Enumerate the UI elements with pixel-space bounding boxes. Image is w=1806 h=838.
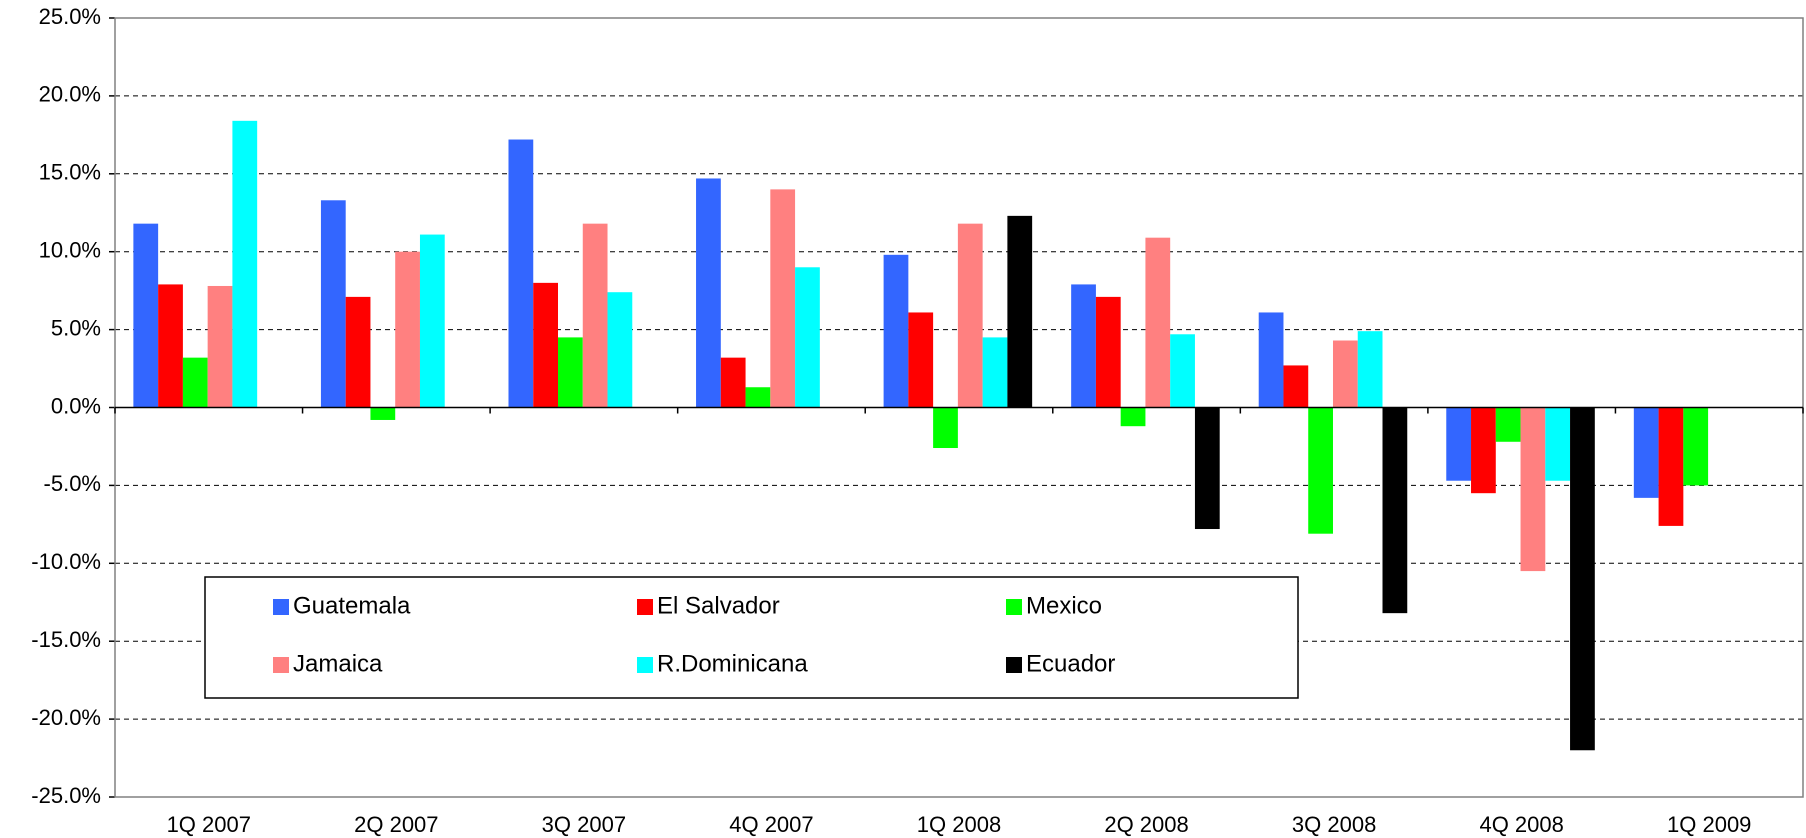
x-tick-label: 2Q 2008 (1104, 812, 1188, 837)
y-tick-label: -5.0% (44, 471, 101, 496)
bar (1170, 334, 1195, 408)
bar (908, 312, 934, 408)
bar (1495, 407, 1521, 442)
bar (720, 357, 746, 408)
bar (1308, 407, 1333, 534)
bar (345, 296, 371, 408)
bar (883, 254, 909, 408)
y-tick-label: 25.0% (39, 4, 101, 29)
y-tick-label: 15.0% (39, 160, 101, 185)
bar (320, 200, 346, 408)
bar (508, 139, 534, 408)
bar (933, 407, 958, 449)
legend-swatch (1006, 599, 1022, 615)
bar (957, 223, 983, 408)
y-tick-label: -20.0% (31, 705, 101, 730)
x-tick-label: 1Q 2009 (1667, 812, 1751, 837)
bar (207, 285, 233, 408)
x-tick-label: 2Q 2007 (354, 812, 438, 837)
bar (1382, 407, 1408, 614)
bar (1145, 237, 1171, 408)
bar (1095, 296, 1121, 408)
bar (1520, 407, 1546, 572)
bar (1683, 407, 1709, 486)
bar (1007, 215, 1033, 408)
y-tick-label: 10.0% (39, 238, 101, 263)
legend-swatch (273, 599, 289, 615)
bar (795, 267, 820, 408)
bar (419, 234, 445, 408)
legend-label: Guatemala (293, 592, 411, 619)
bar (133, 223, 159, 408)
legend-label: El Salvador (657, 592, 780, 619)
bar (1545, 407, 1571, 481)
legend-swatch (637, 599, 653, 615)
bar (1633, 407, 1659, 498)
bar (395, 251, 420, 408)
y-tick-label: -25.0% (31, 783, 101, 808)
bar (1332, 340, 1358, 408)
legend-swatch (273, 657, 289, 673)
bar (770, 189, 796, 408)
bar (1570, 407, 1595, 751)
bar (1357, 331, 1383, 408)
legend-box (204, 576, 1299, 699)
y-tick-label: 20.0% (39, 82, 101, 107)
bar (1071, 284, 1096, 408)
bar (232, 120, 258, 408)
x-tick-label: 4Q 2008 (1479, 812, 1563, 837)
bar (1120, 407, 1146, 427)
bar (607, 292, 633, 408)
bar (1446, 407, 1472, 481)
legend: Guatemala El Salvador Mexico Jamaica R.Domin… (204, 576, 1299, 699)
legend-label: R.Dominicana (657, 650, 808, 677)
bar (982, 337, 1008, 408)
bar (1658, 407, 1684, 526)
y-tick-label: -10.0% (31, 549, 101, 574)
bar (370, 407, 396, 420)
bar (182, 357, 208, 408)
y-tick-label: 0.0% (51, 393, 101, 418)
bar (582, 223, 608, 408)
bar (558, 337, 583, 408)
bar (1283, 365, 1309, 408)
bar (158, 284, 183, 408)
y-tick-label: 5.0% (51, 315, 101, 340)
bar (696, 178, 721, 408)
legend-label: Mexico (1026, 592, 1102, 619)
x-tick-label: 3Q 2007 (542, 812, 626, 837)
bar (745, 387, 771, 408)
x-tick-label: 3Q 2008 (1292, 812, 1376, 837)
legend-swatch (1006, 657, 1022, 673)
legend-label: Ecuador (1026, 650, 1115, 677)
y-tick-label: -15.0% (31, 627, 101, 652)
legend-swatch (637, 657, 653, 673)
bar (533, 282, 559, 408)
bar (1471, 407, 1496, 494)
bar (1258, 312, 1284, 408)
legend-label: Jamaica (293, 650, 383, 677)
bar (1194, 407, 1220, 530)
x-tick-label: 1Q 2007 (167, 812, 251, 837)
x-tick-label: 1Q 2008 (917, 812, 1001, 837)
x-tick-label: 4Q 2007 (729, 812, 813, 837)
